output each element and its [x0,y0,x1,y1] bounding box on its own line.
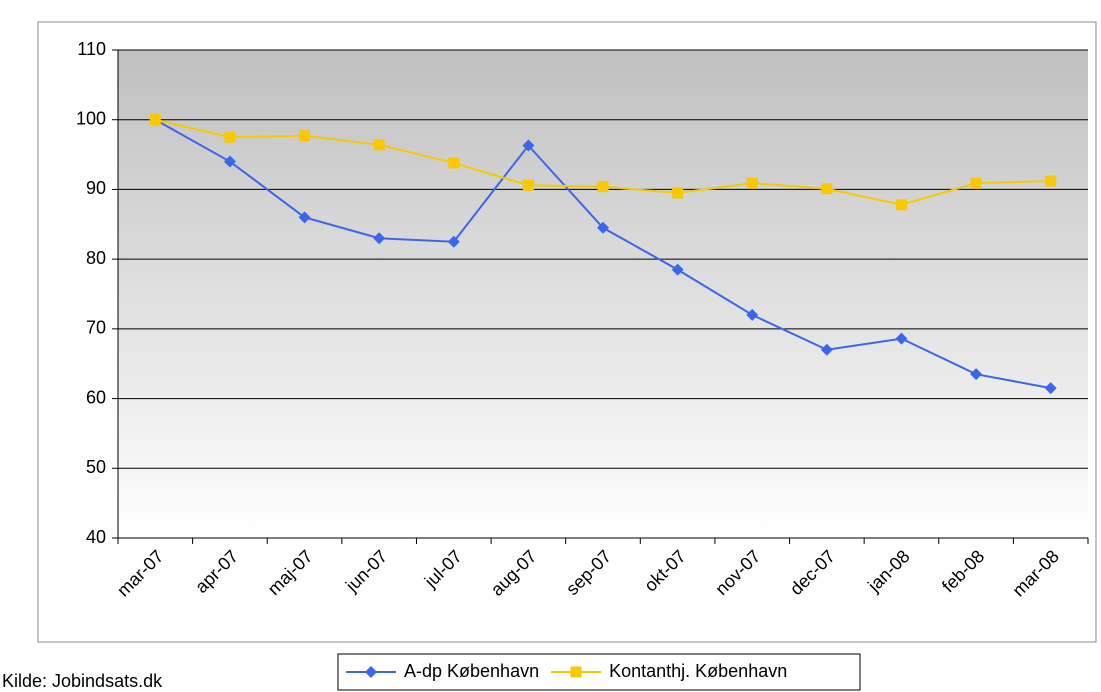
point [895,332,908,345]
legend-label: Kontanthj. København [609,661,787,681]
y-tick-label: 90 [86,178,106,198]
legend-label: A-dp København [404,661,539,681]
point [522,179,534,191]
point [373,139,385,151]
point [970,177,982,189]
y-tick-label: 70 [86,318,106,338]
point [746,177,758,189]
point [224,131,236,143]
y-tick-label: 40 [86,527,106,547]
point [373,232,386,245]
legend: A-dp København Kontanthj. København [337,653,861,691]
point [522,139,535,152]
source-note: Kilde: Jobindsats.dk [2,671,163,691]
point [149,114,161,126]
point [223,155,236,168]
y-tick-label: 100 [76,108,106,128]
point [895,199,907,211]
point [447,235,460,248]
point [671,263,684,276]
point [570,666,582,678]
point [820,343,833,356]
point [1044,382,1057,395]
point [298,211,311,224]
point [821,183,833,195]
point [597,181,609,193]
point [1045,175,1057,187]
y-tick-label: 110 [77,39,106,59]
point [746,308,759,321]
y-tick-label: 50 [86,457,106,477]
y-tick-label: 60 [86,387,106,407]
point [448,157,460,169]
point [970,368,983,381]
point [365,666,377,678]
y-tick-label: 80 [86,248,106,268]
point [672,187,684,199]
point [299,130,311,142]
plot-area [118,50,1088,538]
point [597,221,609,234]
